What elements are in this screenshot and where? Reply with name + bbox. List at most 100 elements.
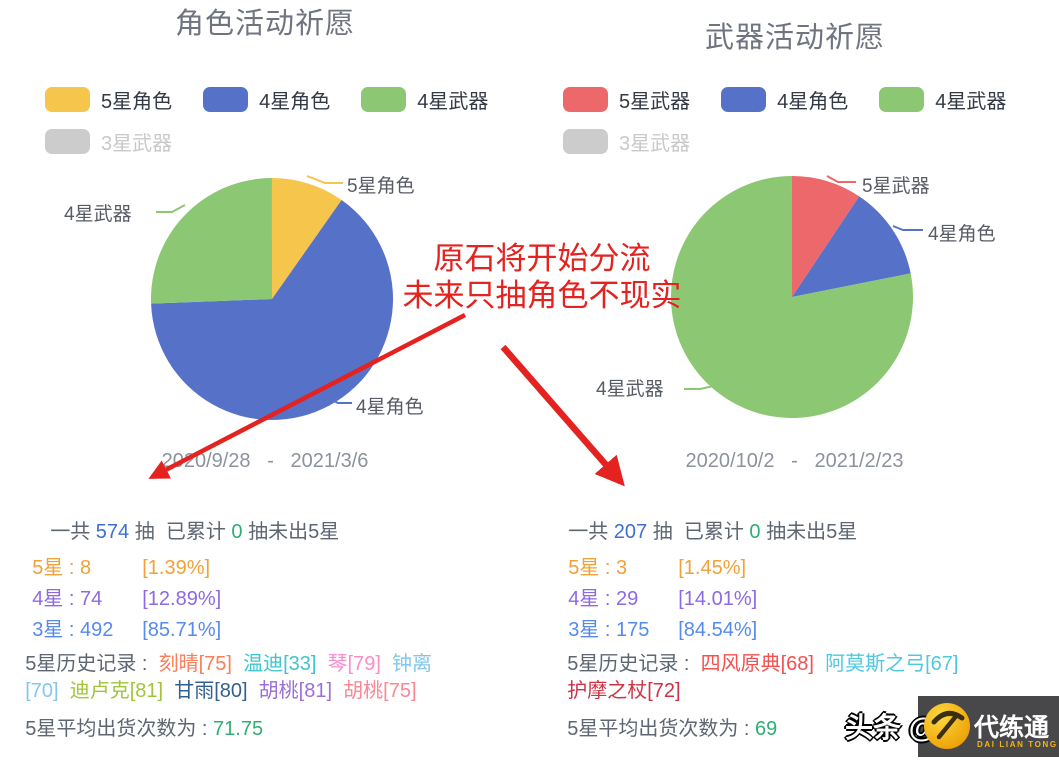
- legend-item-4star-character[interactable]: 4星角色: [203, 85, 330, 114]
- average-pity-label: 5星平均出货次数为 :: [25, 718, 214, 740]
- rarity-row-3star-left: 3星 : 492 [85.71%]: [10, 597, 221, 663]
- color-swatch: [361, 87, 407, 112]
- rarity-percent: [85.71%]: [142, 619, 222, 641]
- legend-item-label: 4星武器: [417, 91, 489, 113]
- legend-item-3star-weapon-disabled[interactable]: 3星武器: [563, 127, 690, 156]
- history-item: 阿莫斯之弓[67]: [813, 653, 959, 675]
- history-item: 温迪[33]: [231, 653, 317, 675]
- rarity-count: 3星 : 175: [568, 619, 650, 641]
- legend-item-label: 4星角色: [259, 91, 331, 113]
- pie-slice-5星武器[interactable]: [792, 176, 860, 297]
- dailiantong-logo-icon: [924, 703, 970, 749]
- legend-item-label: 5星角色: [101, 91, 173, 113]
- history-item: 琴[79]: [316, 653, 381, 675]
- date-range-left: 2020/9/28 - 2021/3/6: [161, 450, 369, 472]
- color-swatch: [563, 129, 608, 154]
- summary-text: 一共: [50, 521, 96, 543]
- rarity-percent: [84.54%]: [678, 619, 758, 641]
- rarity-percent: [12.89%]: [142, 588, 222, 610]
- legend-item-label: 4星武器: [935, 91, 1007, 113]
- rarity-count: 5星 : 3: [568, 557, 628, 579]
- watermark-brand-text: 代练通: [974, 714, 1050, 742]
- callout-line-5star-weapon: [826, 175, 856, 183]
- rarity-row-3star-right: 3星 : 175 [84.54%]: [546, 597, 757, 663]
- history-records-right-line2: 护摩之杖[72]: [545, 658, 681, 724]
- history-records-left-line1: 5星历史记录 : 刻晴[75] 温迪[33] 琴[79] 钟离: [3, 631, 432, 697]
- rarity-count: 5星 : 8: [32, 557, 92, 579]
- legend-item-3star-weapon-disabled[interactable]: 3星武器: [45, 127, 172, 156]
- total-pulls-value: 574: [95, 521, 130, 543]
- history-item: 胡桃[75]: [332, 680, 417, 702]
- pie-label-5star-character: 5星角色: [347, 176, 415, 197]
- legend-item-4star-character[interactable]: 4星角色: [721, 85, 848, 114]
- average-pity-right: 5星平均出货次数为 : 69: [545, 696, 777, 761]
- legend-item-4star-weapon[interactable]: 4星武器: [361, 85, 488, 114]
- rarity-percent: [14.01%]: [678, 588, 758, 610]
- pie-slice-5星角色[interactable]: [272, 178, 342, 299]
- summary-text: 抽 已累计: [647, 521, 750, 543]
- total-summary-right: 一共 207 抽 已累计 0 抽未出5星: [546, 499, 857, 565]
- history-item: [70]: [25, 680, 59, 702]
- pie-chart-character-banner: [151, 178, 393, 420]
- history-item: 胡桃[81]: [247, 680, 333, 702]
- summary-text: 抽未出5星: [242, 521, 340, 543]
- history-item: 迪卢克[81]: [58, 680, 164, 702]
- history-label: 5星历史记录 :: [567, 653, 701, 675]
- pity-count-value: 0: [231, 521, 243, 543]
- legend-left-row1: 5星角色 4星角色 4星武器: [45, 85, 488, 114]
- callout-line-4star-weapon-left: [156, 204, 186, 213]
- legend-right-row2: 3星武器: [563, 127, 690, 156]
- average-pity-value: 71.75: [213, 718, 264, 740]
- pie-slice-4星武器[interactable]: [151, 178, 272, 304]
- legend-left-row2: 3星武器: [45, 127, 172, 156]
- callout-line-4star-weapon-right: [684, 385, 715, 390]
- pie-slice-4星角色[interactable]: [792, 196, 911, 297]
- color-swatch: [721, 87, 767, 112]
- total-pulls-value: 207: [613, 521, 648, 543]
- color-swatch: [203, 87, 249, 112]
- color-swatch: [879, 87, 925, 112]
- rarity-count: 3星 : 492: [32, 619, 114, 641]
- pie-label-4star-weapon-right: 4星武器: [596, 379, 664, 400]
- rarity-count: 4星 : 74: [32, 588, 103, 610]
- legend-item-5star-character[interactable]: 5星角色: [45, 85, 172, 114]
- history-records-right-line1: 5星历史记录 : 四风原典[68] 阿莫斯之弓[67]: [545, 631, 958, 697]
- legend-item-label: 5星武器: [619, 91, 691, 113]
- history-records-left-line2: [70] 迪卢克[81] 甘雨[80] 胡桃[81] 胡桃[75]: [3, 658, 417, 724]
- annotation-line1: 原石将开始分流: [433, 241, 651, 276]
- annotation-text: 原石将开始分流 未来只抽角色不现实: [362, 240, 722, 314]
- history-item: 四风原典[68]: [700, 653, 814, 675]
- summary-text: 抽未出5星: [760, 521, 858, 543]
- pickaxe-head-icon: [931, 710, 965, 725]
- rarity-percent: [1.45%]: [678, 557, 747, 579]
- pie-label-4star-weapon-left: 4星武器: [64, 204, 132, 225]
- history-label: 5星历史记录 :: [25, 653, 159, 675]
- chart-title-character-banner: 角色活动祈愿: [174, 8, 355, 40]
- average-pity-left: 5星平均出货次数为 : 71.75: [3, 696, 263, 761]
- history-item: 甘雨[80]: [163, 680, 248, 702]
- history-item: 护摩之杖[72]: [567, 680, 681, 702]
- legend-item-5star-weapon[interactable]: 5星武器: [563, 85, 690, 114]
- pity-count-value: 0: [749, 521, 761, 543]
- history-item: 钟离: [380, 653, 433, 675]
- summary-text: 抽 已累计: [129, 521, 232, 543]
- pie-label-5star-weapon: 5星武器: [862, 176, 930, 197]
- color-swatch: [45, 129, 90, 154]
- pie-slice-4星武器[interactable]: [671, 176, 913, 418]
- rarity-count: 4星 : 29: [568, 588, 639, 610]
- legend-right-row1: 5星武器 4星角色 4星武器: [563, 85, 1006, 114]
- chart-title-weapon-banner: 武器活动祈愿: [704, 22, 885, 54]
- rarity-row-5star-right: 5星 : 3 [1.45%]: [546, 535, 746, 601]
- date-range-right: 2020/10/2 - 2021/2/23: [685, 450, 904, 472]
- legend-item-4star-weapon[interactable]: 4星武器: [879, 85, 1006, 114]
- callout-line-5star-character: [306, 175, 343, 184]
- callout-line-4star-character-right: [892, 225, 923, 231]
- average-pity-value: 69: [755, 718, 778, 740]
- color-swatch: [563, 87, 608, 112]
- legend-item-label: 4星角色: [777, 91, 849, 113]
- legend-item-label: 3星武器: [101, 133, 173, 155]
- rarity-row-4star-left: 4星 : 74 [12.89%]: [10, 566, 221, 632]
- annotation-line2: 未来只抽角色不现实: [402, 278, 682, 313]
- rarity-percent: [1.39%]: [142, 557, 211, 579]
